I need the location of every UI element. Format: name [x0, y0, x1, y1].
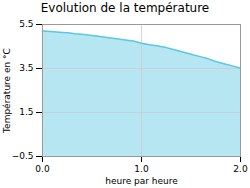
svg-text:0.0: 0.0: [35, 164, 50, 174]
svg-text:3.5: 3.5: [19, 63, 33, 73]
svg-text:1.5: 1.5: [19, 107, 33, 117]
svg-text:2.0: 2.0: [233, 164, 248, 174]
svg-text:heure par heure: heure par heure: [105, 176, 178, 186]
svg-text:5.5: 5.5: [19, 19, 33, 29]
svg-text:1.0: 1.0: [134, 164, 149, 174]
svg-text:−0.5: −0.5: [12, 151, 34, 161]
svg-text:Température en °C: Température en °C: [2, 48, 12, 134]
html-text:Evolution de la température: Evolution de la température: [40, 1, 210, 15]
